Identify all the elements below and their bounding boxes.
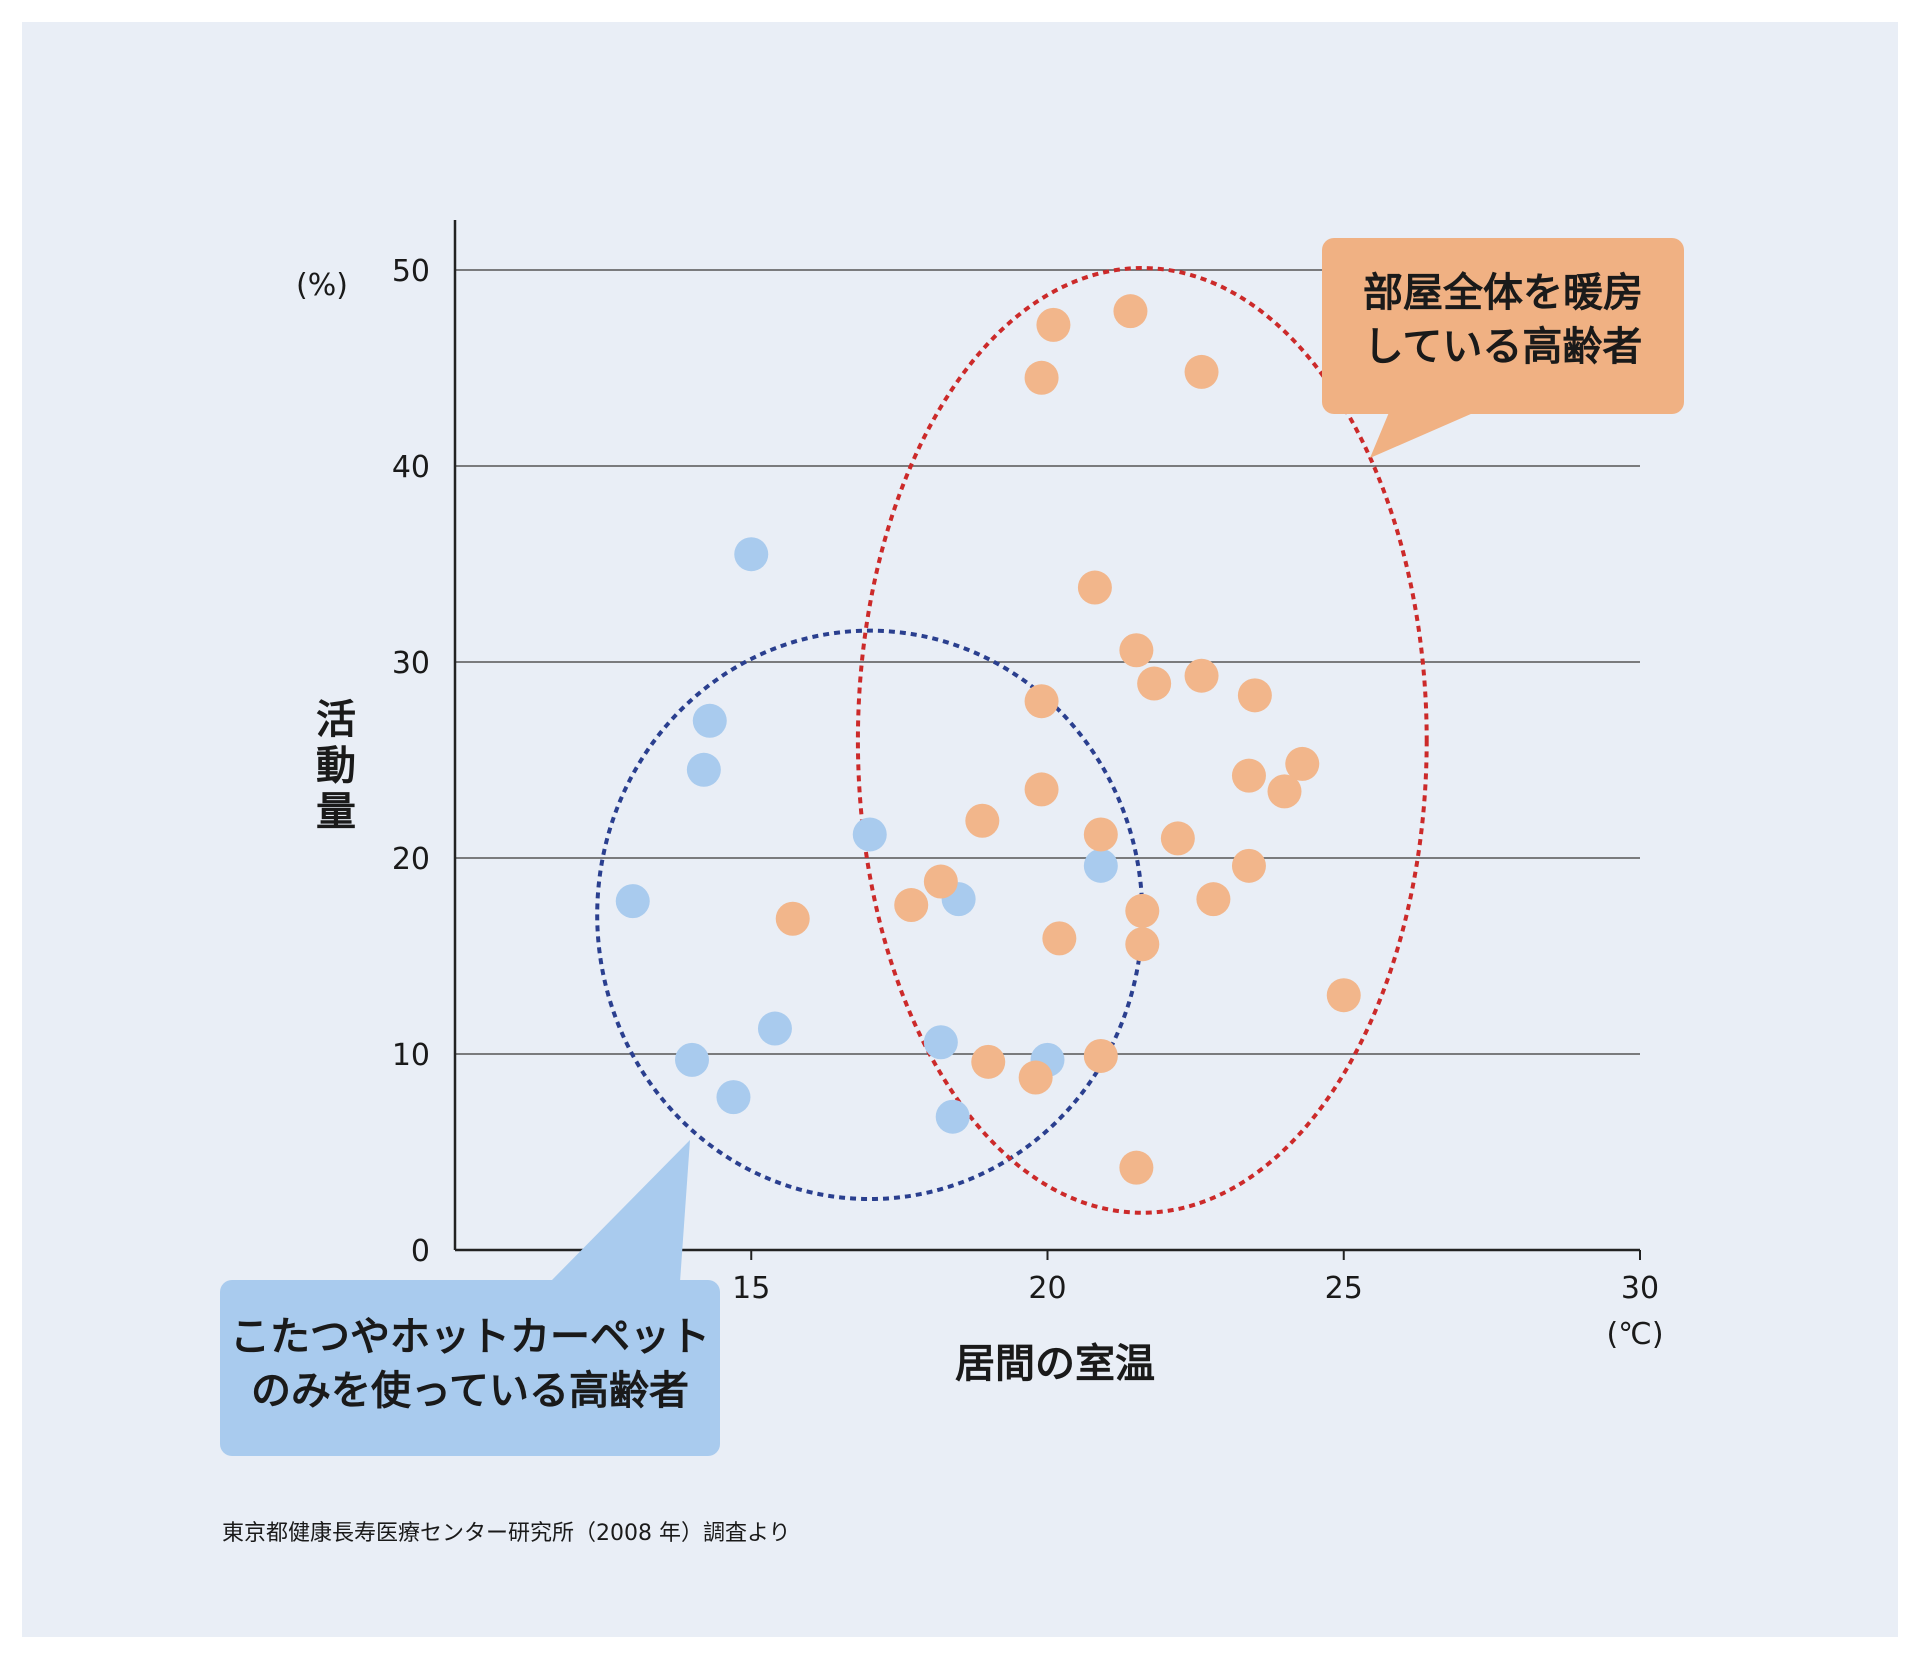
point-s1-12 [1267,774,1302,809]
point-s1-17 [1231,848,1266,883]
x-tick-label-20: 20 [1028,1271,1066,1306]
y-tick-label-10: 10 [392,1038,430,1073]
point-s1-23 [1042,921,1077,956]
callout-orange-line1: 部屋全体を暖房 [1363,270,1643,316]
callout-orange-tail [1370,410,1480,458]
point-s1-25 [1326,978,1361,1013]
point-s1-8 [1237,678,1272,713]
point-s1-11 [1285,746,1320,781]
y-axis-title: 活動量 [316,697,356,835]
x-unit-label: (℃) [1606,1317,1663,1352]
point-s0-2 [686,752,721,787]
point-s0-3 [615,884,650,919]
point-s1-3 [1184,354,1219,389]
x-tick-label-30: 30 [1621,1271,1659,1306]
callout-kotatsu-only: こたつやホットカーペット のみを使っている高齢者 [220,1140,720,1456]
callout-orange-line2: している高齢者 [1364,324,1643,370]
x-tick-label-25: 25 [1325,1271,1363,1306]
point-s1-28 [1083,1038,1118,1073]
point-s0-10 [935,1099,970,1134]
point-s1-9 [1024,684,1059,719]
callout-orange-box [1322,238,1684,414]
point-s0-4 [675,1042,709,1077]
point-s1-24 [1125,927,1160,962]
point-s1-1 [1113,294,1148,329]
point-s1-15 [1083,817,1118,852]
point-s1-10 [1231,758,1266,793]
point-s0-9 [923,1025,958,1060]
point-s0-0 [734,537,769,572]
point-s1-13 [1024,772,1059,807]
group-ellipse-1 [855,266,1429,1215]
point-s0-7 [852,817,887,852]
callout-blue-line2: のみを使っている高齢者 [251,1368,689,1414]
point-s1-16 [1160,821,1195,856]
point-s1-7 [1184,658,1219,693]
y-unit-label: (%) [296,268,348,303]
source-note: 東京都健康長寿医療センター研究所（2008 年）調査より [222,1521,791,1546]
point-s1-6 [1137,666,1172,701]
point-s1-27 [1018,1060,1053,1095]
y-tick-label-0: 0 [411,1234,430,1269]
y-tick-label-50: 50 [392,254,430,289]
point-s1-19 [894,888,929,923]
point-s0-12 [1083,848,1118,883]
x-tick-labels: 15 20 25 30 [732,1250,1659,1306]
point-s0-5 [716,1080,751,1115]
y-tick-label-20: 20 [392,842,430,877]
data-points [615,294,1361,1185]
callout-blue-box [220,1280,720,1456]
callout-whole-room-heating: 部屋全体を暖房 している高齢者 [1322,238,1684,458]
x-axis-title: 居間の室温 [955,1341,1155,1387]
point-s1-4 [1077,570,1112,605]
y-tick-label-40: 40 [392,450,430,485]
point-s0-1 [692,703,727,738]
point-s1-26 [971,1044,1006,1079]
y-tick-labels: 0 10 20 30 40 50 [392,254,430,1269]
point-s1-2 [1024,360,1059,395]
point-s1-29 [1119,1150,1154,1185]
point-s1-22 [775,901,810,936]
point-s1-21 [1125,893,1160,928]
point-s1-0 [1036,307,1071,342]
point-s0-6 [757,1011,792,1046]
callout-blue-tail [550,1140,690,1282]
y-tick-label-30: 30 [392,646,430,681]
point-s1-14 [965,803,1000,838]
point-s1-18 [923,864,958,899]
point-s1-5 [1119,633,1154,668]
point-s1-20 [1196,882,1231,917]
callout-blue-line1: こたつやホットカーペット [230,1314,710,1360]
x-tick-label-15: 15 [732,1271,770,1306]
